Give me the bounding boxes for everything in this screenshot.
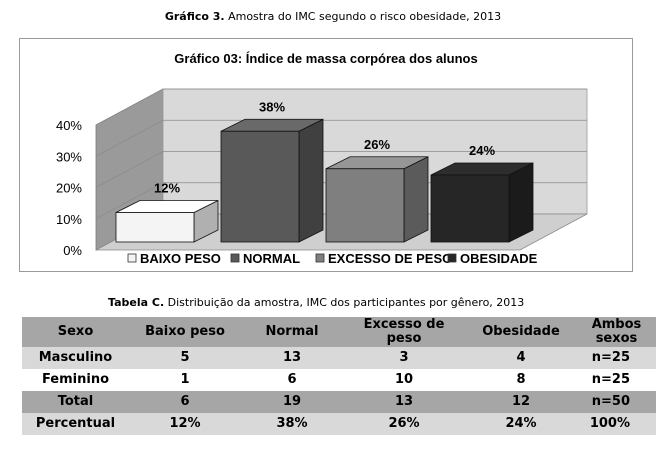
bar [430,174,510,243]
table-cell: 1 [180,372,190,387]
table-cell: 10 [394,372,414,387]
header-excesso-de-peso: Excesso de peso [363,317,445,346]
table-cell: 6 [180,394,190,409]
table-cell: 13 [394,394,414,409]
data-label: 38% [259,99,285,114]
table-cell: 26% [388,416,420,431]
table-caption-text: Distribuição da amostra, IMC dos partici… [164,296,525,309]
table-cell: 100% [589,416,630,431]
legend-label: NORMAL [243,251,300,266]
header-normal: Normal [265,324,319,339]
bar [325,168,405,243]
bar [115,212,195,243]
table-cell: 13 [282,350,302,365]
table-cell: 6 [287,372,297,387]
row-label: Masculino [38,350,113,365]
data-label: 26% [364,137,390,152]
table-row: Feminino 1 6 10 8 n=25 [22,369,656,391]
table-cell: 5 [180,350,190,365]
table-row: Percentual 12% 38% 26% 24% 100% [22,413,656,435]
table-cell: 12 [511,394,531,409]
distribution-table: Sexo Baixo peso Normal Excesso de peso O… [22,317,656,435]
data-label: 24% [469,143,495,158]
table-cell: 24% [505,416,537,431]
row-label: Total [57,394,94,409]
table-cell: 3 [399,350,409,365]
header-obesidade: Obesidade [482,324,560,339]
y-tick-label: 0% [63,243,82,258]
row-label: Feminino [41,372,110,387]
row-label: Percentual [35,416,116,431]
legend-label: EXCESSO DE PESO [328,251,452,266]
table-cell: n=50 [591,394,630,409]
legend-swatch [315,253,325,263]
table-cell: n=25 [591,372,630,387]
chart-caption-label: Gráfico 3. [164,10,225,23]
y-tick-label: 40% [56,118,82,133]
table-cell: 12% [169,416,201,431]
gridline [95,88,587,126]
table-caption: Tabela C. Distribuição da amostra, IMC d… [108,296,524,309]
table-cell: 4 [516,350,526,365]
bar [220,130,300,243]
y-tick-label: 30% [56,149,82,164]
table-header-row: Sexo Baixo peso Normal Excesso de peso O… [22,317,656,347]
table-cell: 19 [282,394,302,409]
chart-caption: Gráfico 3. Amostra do IMC segundo o risc… [0,10,666,23]
y-tick-label: 10% [56,212,82,227]
header-ambos-sexos: Ambos sexos [591,317,642,346]
table-cell: n=25 [591,350,630,365]
bar-chart: Gráfico 03: Índice de massa corpórea dos… [56,51,588,266]
chart-caption-text: Amostra do IMC segundo o risco obesidade… [224,10,502,23]
bar-side [403,156,429,243]
bar-side [508,162,534,243]
legend-label: OBESIDADE [460,251,538,266]
table-cell: 8 [516,372,526,387]
legend-swatch [127,253,137,263]
header-sexo: Sexo [57,324,94,339]
chart-frame: Gráfico 03: Índice de massa corpórea dos… [19,38,633,272]
gridline [95,119,587,157]
table-caption-label: Tabela C. [108,296,165,309]
data-label: 12% [154,181,180,196]
y-tick-label: 20% [56,181,82,196]
legend-label: BAIXO PESO [140,251,221,266]
gridline [95,151,587,188]
legend-swatch [447,253,457,263]
bar-side [298,118,324,243]
table-cell: 38% [276,416,308,431]
chart-title: Gráfico 03: Índice de massa corpórea dos… [174,51,477,66]
legend-swatch [230,253,240,263]
table-row: Total 6 19 13 12 n=50 [22,391,656,413]
table-row: Masculino 5 13 3 4 n=25 [22,347,656,369]
header-baixo-peso: Baixo peso [145,324,225,339]
